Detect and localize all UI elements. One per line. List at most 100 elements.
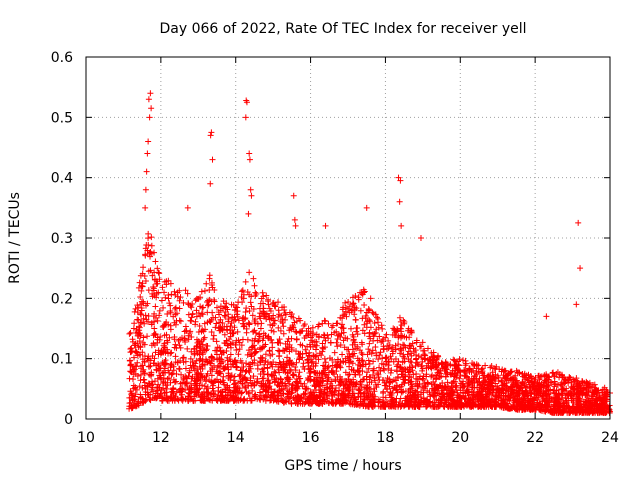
- data-point: [144, 247, 151, 254]
- data-point: [399, 381, 406, 388]
- data-point: [272, 303, 279, 310]
- data-point: [526, 403, 533, 410]
- data-point: [312, 383, 319, 390]
- data-point: [507, 391, 514, 398]
- data-point: [133, 326, 140, 333]
- data-point: [204, 342, 211, 349]
- data-point: [239, 287, 246, 294]
- data-point: [282, 316, 289, 323]
- data-point: [126, 394, 133, 401]
- data-point: [240, 295, 247, 302]
- data-point: [252, 349, 259, 356]
- data-point: [502, 367, 509, 374]
- data-point: [565, 392, 572, 399]
- data-point: [165, 375, 172, 382]
- data-point: [138, 365, 145, 372]
- data-point: [569, 397, 576, 404]
- data-point: [438, 399, 445, 406]
- data-point: [262, 358, 269, 365]
- data-point: [322, 359, 329, 366]
- data-point: [184, 290, 191, 297]
- data-point: [398, 222, 405, 229]
- data-point: [165, 292, 172, 299]
- data-point: [128, 349, 135, 356]
- data-point: [324, 395, 331, 402]
- data-point: [207, 368, 214, 375]
- data-point: [200, 304, 207, 311]
- data-point: [438, 387, 445, 394]
- data-point: [526, 381, 533, 388]
- data-point: [278, 364, 285, 371]
- data-point: [366, 333, 373, 340]
- data-point: [313, 352, 320, 359]
- data-point: [165, 367, 172, 374]
- data-point: [405, 348, 412, 355]
- data-point: [173, 370, 180, 377]
- x-tick-label: 22: [526, 430, 544, 446]
- data-point: [366, 374, 373, 381]
- data-point: [164, 382, 171, 389]
- data-point: [550, 369, 557, 376]
- data-point: [394, 361, 401, 368]
- data-point: [417, 235, 424, 241]
- data-point: [424, 345, 431, 352]
- data-point: [204, 309, 211, 316]
- data-point: [543, 371, 550, 378]
- data-point: [377, 368, 384, 375]
- data-point: [376, 364, 383, 371]
- data-point: [555, 395, 562, 402]
- data-point: [342, 399, 349, 406]
- data-point: [376, 352, 383, 359]
- data-point: [315, 321, 322, 328]
- data-point: [461, 368, 468, 375]
- data-point: [166, 300, 173, 307]
- data-point: [575, 219, 582, 226]
- data-point: [182, 287, 189, 294]
- data-point: [409, 383, 416, 390]
- data-point: [586, 402, 593, 409]
- data-point: [238, 359, 245, 366]
- x-tick-label: 10: [77, 430, 95, 446]
- data-point: [288, 344, 295, 351]
- data-point: [354, 331, 361, 338]
- data-point: [223, 397, 230, 404]
- data-point: [396, 198, 403, 205]
- data-point: [517, 401, 524, 408]
- data-point: [382, 334, 389, 341]
- data-point: [243, 367, 250, 374]
- data-point: [326, 355, 333, 362]
- data-point: [270, 299, 277, 306]
- data-point: [336, 331, 343, 338]
- data-point: [137, 377, 144, 384]
- data-point: [276, 336, 283, 343]
- data-point: [218, 351, 225, 358]
- data-point: [339, 321, 346, 328]
- data-point: [377, 349, 384, 356]
- data-point: [432, 363, 439, 370]
- data-point: [361, 301, 368, 308]
- data-point: [250, 373, 257, 380]
- y-tick-label: 0.4: [51, 171, 73, 187]
- data-point: [513, 390, 520, 397]
- data-point: [157, 350, 164, 357]
- data-point: [141, 358, 148, 365]
- data-point: [223, 300, 230, 307]
- data-point: [149, 293, 156, 300]
- data-point: [164, 375, 171, 382]
- data-point: [158, 386, 165, 393]
- data-point: [189, 397, 196, 404]
- data-point: [153, 294, 160, 301]
- data-point: [158, 297, 165, 304]
- data-point: [146, 396, 153, 403]
- data-point: [276, 369, 283, 376]
- data-point: [142, 252, 149, 259]
- data-point: [598, 389, 605, 396]
- data-point: [277, 327, 284, 334]
- data-point: [251, 393, 258, 400]
- data-point: [193, 392, 200, 399]
- data-point: [145, 268, 152, 275]
- data-point: [521, 406, 528, 413]
- data-point: [492, 392, 499, 399]
- data-point: [286, 327, 293, 334]
- data-point: [469, 402, 476, 409]
